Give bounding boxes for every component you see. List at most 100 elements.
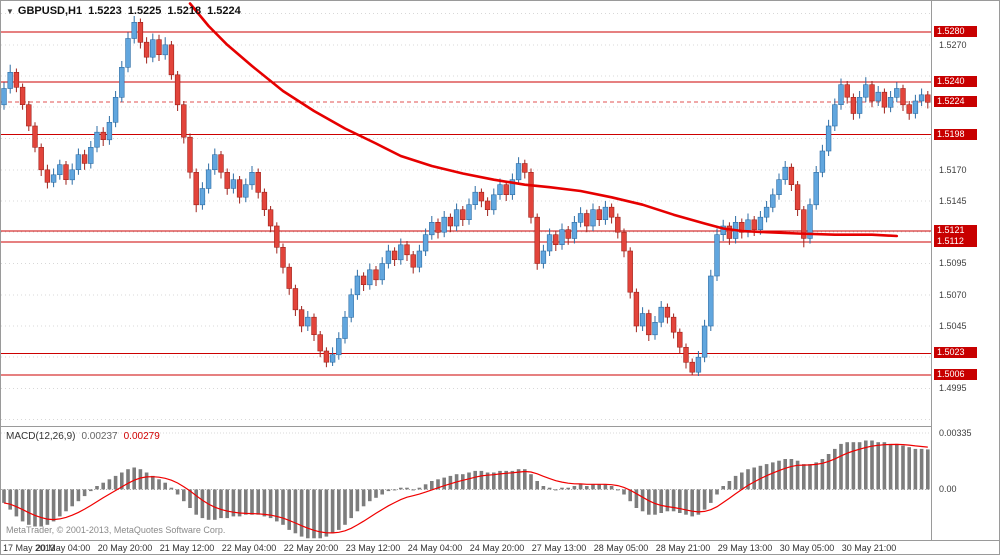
macd-histogram-bar — [169, 487, 174, 490]
macd-histogram-bar — [901, 445, 905, 490]
candle-body — [639, 313, 646, 327]
macd-histogram-bar — [107, 479, 112, 490]
macd-histogram-bar — [566, 487, 570, 490]
candle-body — [311, 316, 317, 336]
macd-histogram-bar — [833, 448, 837, 490]
candle-body — [63, 164, 69, 180]
panel-divider[interactable] — [1, 426, 999, 427]
macd-histogram-bar — [386, 489, 391, 492]
candle-body — [44, 169, 51, 183]
macd-histogram-bar — [541, 486, 546, 490]
macd-histogram-bar — [678, 489, 682, 513]
macd-histogram-bar — [461, 474, 465, 490]
macd-histogram-bar — [628, 489, 632, 502]
candle-body — [602, 206, 609, 220]
macd-histogram-bar — [14, 489, 19, 517]
macd-histogram-bar — [740, 472, 744, 490]
macd-histogram-bar — [126, 469, 130, 490]
price-axis[interactable]: 1.5270 1.5170 1.5145 1.5095 1.5070 1.5045 1.49… — [931, 1, 999, 540]
macd-histogram-bar — [702, 489, 707, 510]
macd-histogram-bar — [151, 475, 155, 490]
candle-body — [683, 346, 689, 363]
price-axis-label: 1.5270 — [939, 40, 967, 50]
candle-body — [94, 131, 100, 148]
macd-histogram-bar — [764, 464, 769, 490]
price-level-badge: 1.5240 — [934, 76, 977, 87]
candle-body — [267, 209, 274, 227]
macd-histogram-bar — [826, 454, 831, 490]
macd-histogram-bar — [696, 489, 701, 515]
macd-histogram-bar — [473, 470, 477, 490]
macd-axis-label: 0.00335 — [939, 428, 972, 438]
macd-histogram-bar — [864, 440, 868, 490]
candle-body — [900, 88, 906, 106]
macd-histogram-bar — [895, 443, 899, 490]
macd-histogram-bar — [231, 489, 236, 517]
candle-body — [50, 174, 57, 183]
symbol-menu-icon[interactable]: ▼ — [6, 7, 14, 16]
candle-body — [627, 250, 633, 293]
macd-histogram-bar — [721, 486, 725, 490]
price-level-badge: 1.5280 — [934, 26, 977, 37]
candle-body — [472, 191, 478, 205]
macd-histogram-bar — [324, 489, 329, 537]
macd-histogram-bar — [907, 447, 911, 490]
ma-line[interactable] — [188, 2, 899, 238]
macd-histogram-bar — [8, 489, 12, 510]
macd-indicator-panel[interactable] — [1, 427, 931, 540]
macd-histogram-bar — [244, 489, 248, 515]
candle-body — [81, 154, 88, 164]
candle-body — [621, 231, 627, 252]
macd-name-label: MACD(12,26,9) — [6, 431, 76, 442]
time-axis-label: 21 May 12:00 — [159, 543, 215, 553]
candle-body — [57, 164, 63, 175]
macd-histogram-bar — [64, 489, 68, 512]
candle-body — [199, 188, 206, 206]
macd-histogram-bar — [2, 489, 6, 503]
time-axis-label: 28 May 21:00 — [655, 543, 711, 553]
symbol-timeframe-label: GBPUSD,H1 — [17, 5, 83, 17]
macd-histogram-bar — [919, 448, 924, 490]
candle-body — [515, 163, 522, 181]
candle-body — [708, 275, 714, 327]
main-price-chart[interactable] — [1, 1, 931, 426]
candle-body — [584, 213, 590, 227]
time-axis[interactable]: 17 May 2013 20 May 04:00 20 May 20:00 21 Ma… — [1, 540, 999, 554]
macd-histogram-bar — [349, 489, 353, 519]
candle-body — [695, 356, 702, 373]
macd-histogram-bar — [70, 489, 74, 507]
candle-body — [181, 104, 187, 138]
candle-body — [912, 100, 919, 114]
macd-histogram-bar — [281, 489, 285, 525]
macd-histogram-bar — [268, 489, 273, 519]
macd-histogram-bar — [45, 489, 50, 525]
candle-body — [726, 225, 733, 239]
high-value: 1.5225 — [127, 5, 162, 17]
macd-histogram-bar — [200, 489, 205, 519]
macd-histogram-bar — [343, 489, 347, 525]
candle-body — [776, 179, 782, 195]
candle-body — [354, 275, 361, 296]
candle-body — [137, 21, 144, 43]
macd-histogram-bar — [578, 484, 583, 490]
price-level-badge: 1.5006 — [934, 369, 977, 380]
candle-body — [534, 216, 540, 264]
candle-body — [212, 154, 218, 170]
candle-body — [844, 84, 850, 98]
macd-histogram-bar — [132, 467, 136, 490]
candle-body — [782, 166, 788, 180]
macd-histogram-bar — [299, 489, 304, 537]
open-value: 1.5223 — [88, 5, 122, 17]
candle-body — [825, 125, 832, 152]
candle-body — [546, 234, 553, 252]
candle-body — [794, 184, 801, 210]
macd-histogram-bar — [820, 459, 825, 490]
candle-body — [112, 97, 119, 123]
candle-body — [875, 91, 881, 102]
candle-body — [484, 200, 491, 210]
macd-histogram-bar — [58, 489, 62, 517]
candle-body — [435, 222, 441, 233]
macd-histogram-bar — [113, 475, 118, 490]
candle-body — [249, 172, 255, 186]
macd-histogram-bar — [659, 489, 663, 513]
